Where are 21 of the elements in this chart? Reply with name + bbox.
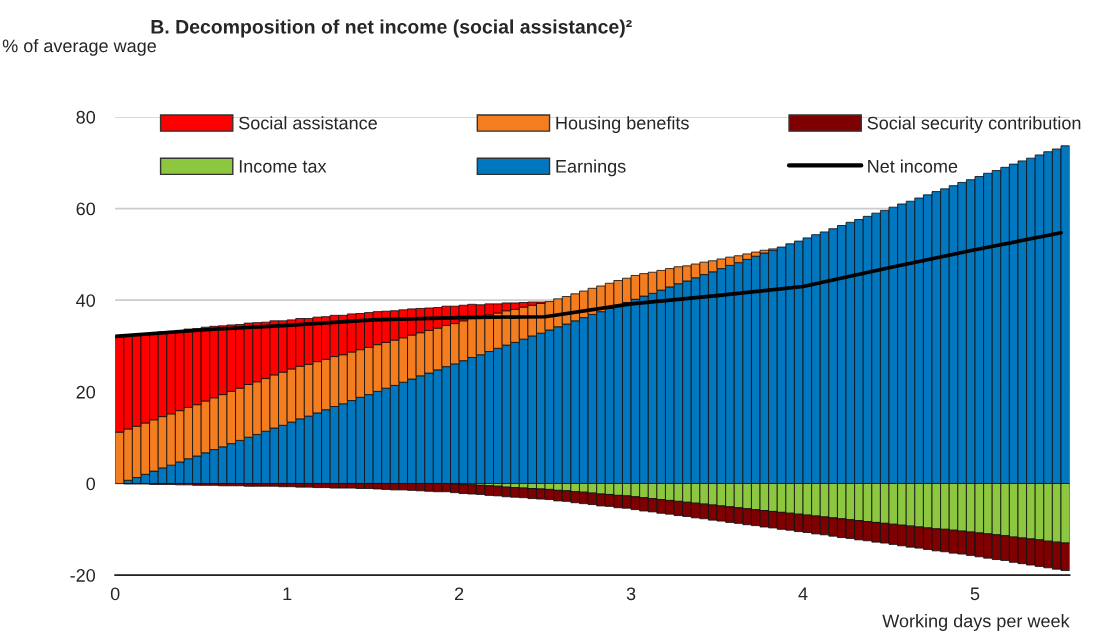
x-axis-title: Working days per week (882, 614, 1070, 631)
legend-label: Net income (868, 159, 958, 173)
x-tick-label: 1 (283, 587, 292, 601)
x-tick-label: 0 (110, 587, 120, 601)
y-tick-label: 80 (76, 110, 96, 124)
chart-title: B. Decomposition of net income (social assistance)² (151, 19, 632, 38)
legend-label: Social assistance (239, 116, 377, 130)
legend-label: Housing benefits (556, 116, 689, 133)
legend-label: Social security contribution (867, 116, 1081, 133)
x-tick-label: 3 (626, 587, 636, 601)
y-tick-label: 20 (76, 385, 96, 399)
y-axis-title: % of average wage (2, 39, 156, 56)
legend-label: Income tax (239, 160, 327, 173)
x-tick-label: 2 (455, 587, 464, 601)
x-tick-label: 5 (970, 587, 980, 601)
y-tick-label: 40 (76, 294, 96, 307)
legend-label: Earnings (556, 159, 626, 177)
x-tick-label: 4 (798, 587, 808, 601)
y-tick-label: 0 (86, 477, 96, 491)
y-tick-label: 60 (76, 202, 96, 216)
y-tick-label: -20 (70, 569, 96, 582)
